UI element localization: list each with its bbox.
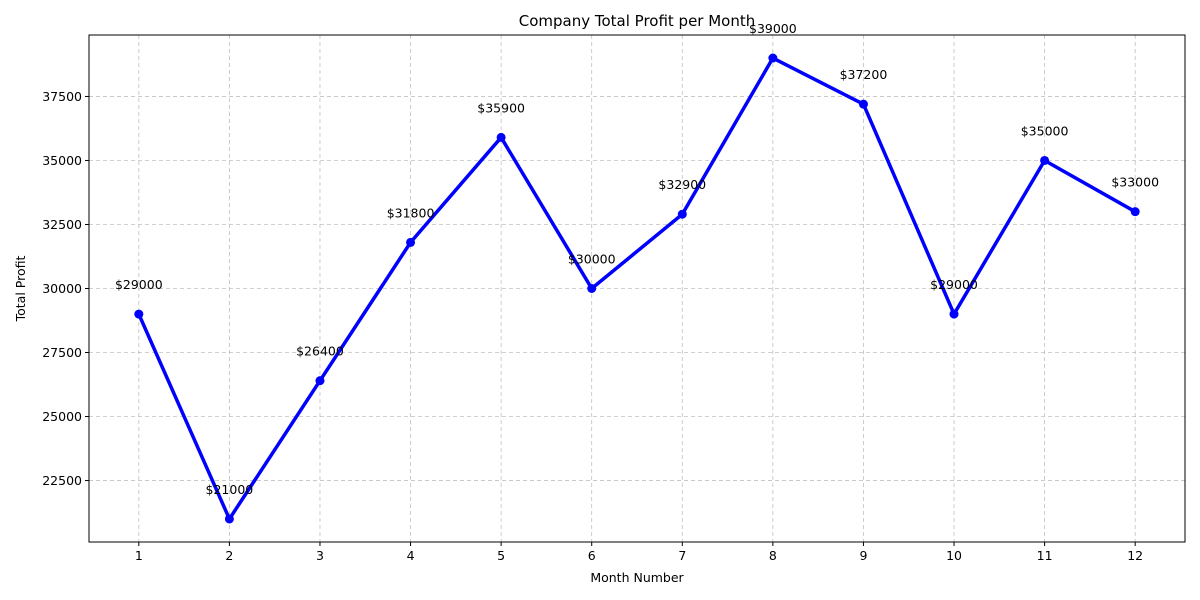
x-axis-ticks: 1 2 3 4 5 6 7 8 9 10 11 12 xyxy=(135,542,1143,563)
y-tick-label: 30000 xyxy=(42,281,82,296)
data-point-marker xyxy=(1130,207,1140,217)
x-tick-label: 11 xyxy=(1037,548,1053,563)
x-tick-label: 1 xyxy=(135,548,143,563)
data-value-label: $32900 xyxy=(658,177,706,192)
data-point-marker xyxy=(858,99,868,109)
data-point-marker xyxy=(768,53,778,63)
data-value-label: $37200 xyxy=(840,67,888,82)
y-axis-ticks: 22500 25000 27500 30000 32500 35000 37500 xyxy=(42,89,89,488)
x-tick-label: 10 xyxy=(946,548,962,563)
series-line-group xyxy=(137,56,1137,521)
data-point-marker xyxy=(587,284,597,293)
x-tick-label: 9 xyxy=(859,548,867,563)
grid-lines xyxy=(89,35,1185,542)
chart-title: Company Total Profit per Month xyxy=(519,12,756,30)
data-value-label: $35000 xyxy=(1021,123,1069,138)
x-axis-label: Month Number xyxy=(590,570,684,585)
y-tick-label: 37500 xyxy=(42,89,82,104)
data-markers xyxy=(134,53,1140,524)
x-tick-label: 7 xyxy=(678,548,686,563)
y-tick-label: 22500 xyxy=(42,473,82,488)
data-labels: $29000 $21000 $26400 $31800 $35900 $30000 $329… xyxy=(115,21,1159,497)
x-tick-label: 2 xyxy=(225,548,233,563)
y-tick-label: 25000 xyxy=(42,409,82,424)
x-tick-label: 5 xyxy=(497,548,505,563)
x-tick-label: 12 xyxy=(1127,548,1143,563)
x-tick-label: 4 xyxy=(407,548,415,563)
data-value-label: $35900 xyxy=(477,100,525,115)
data-value-label: $26400 xyxy=(296,344,344,359)
x-tick-label: 3 xyxy=(316,548,324,563)
data-point-marker xyxy=(949,309,959,319)
x-tick-label: 6 xyxy=(588,548,596,563)
data-point-marker xyxy=(677,209,687,219)
data-value-label: $21000 xyxy=(206,482,254,497)
data-value-label: $30000 xyxy=(568,252,616,267)
data-value-label: $33000 xyxy=(1111,175,1159,190)
y-tick-label: 27500 xyxy=(42,345,82,360)
data-value-label: $39000 xyxy=(749,21,797,36)
y-tick-label: 35000 xyxy=(42,153,82,168)
profit-series-line xyxy=(137,56,1137,521)
data-value-label: $29000 xyxy=(115,277,163,292)
data-value-label: $29000 xyxy=(930,277,978,292)
data-point-marker xyxy=(224,514,234,524)
x-tick-label: 8 xyxy=(769,548,777,563)
data-point-marker xyxy=(406,237,416,247)
data-point-marker xyxy=(1040,155,1050,165)
data-point-marker xyxy=(315,376,325,386)
y-axis-label: Total Profit xyxy=(13,256,28,323)
y-tick-label: 32500 xyxy=(42,217,82,232)
data-point-marker xyxy=(134,309,144,319)
data-point-marker xyxy=(496,132,506,142)
data-value-label: $31800 xyxy=(387,205,435,220)
